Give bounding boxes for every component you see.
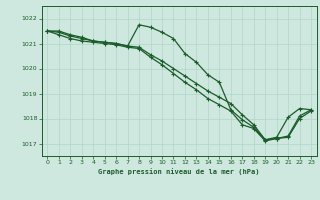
X-axis label: Graphe pression niveau de la mer (hPa): Graphe pression niveau de la mer (hPa) (99, 168, 260, 175)
